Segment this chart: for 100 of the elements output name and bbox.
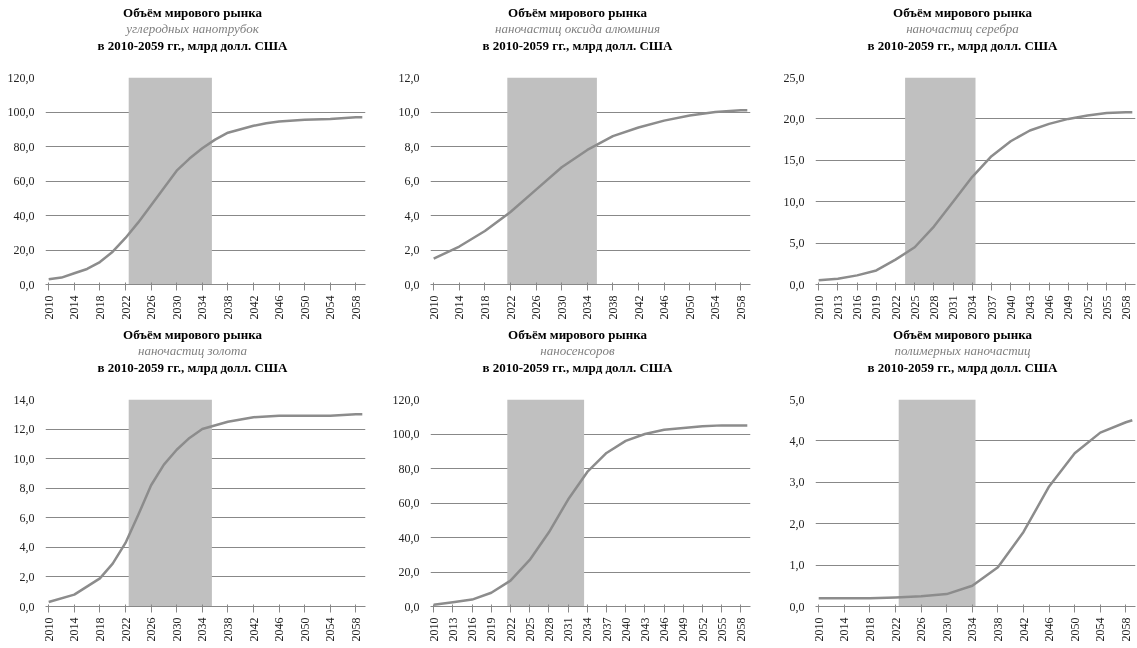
x-tick-label: 2049 [676, 617, 691, 642]
x-tick-label: 2055 [714, 617, 729, 642]
chart-title: Объём мирового рынка [507, 327, 648, 344]
x-tick-label: 2054 [1093, 617, 1108, 642]
y-tick-label: 20,0 [783, 111, 805, 126]
x-tick-label: 2013 [830, 295, 845, 320]
x-tick-label: 2010 [41, 295, 56, 320]
y-tick-label: 1,0 [789, 558, 805, 573]
y-tick-label: 5,0 [789, 392, 805, 407]
y-tick-label: 100,0 [392, 427, 420, 441]
y-tick-label: 10,0 [783, 194, 805, 209]
y-tick-label: 15,0 [783, 153, 805, 168]
x-tick-label: 2034 [965, 295, 980, 320]
x-tick-label: 2037 [599, 617, 614, 642]
x-tick-label: 2058 [1118, 295, 1133, 320]
y-tick-label: 40,0 [13, 208, 35, 223]
x-tick-label: 2054 [708, 295, 723, 320]
y-tick-label: 0,0 [404, 277, 420, 292]
y-tick-label: 5,0 [789, 236, 805, 251]
x-tick-label: 2042 [1016, 617, 1031, 642]
y-tick-label: 8,0 [19, 481, 35, 496]
x-tick-label: 2038 [220, 295, 235, 320]
x-tick-label: 2034 [580, 295, 595, 320]
x-tick-label: 2042 [631, 295, 646, 320]
chart-subtitle: наночастиц оксида алюминия [494, 21, 661, 38]
x-tick-label: 2052 [695, 617, 710, 642]
y-tick-label: 0,0 [789, 599, 805, 614]
chart-title: Объём мирового рынка [122, 5, 263, 22]
x-tick-label: 2019 [484, 617, 499, 642]
y-tick-label: 3,0 [789, 475, 805, 490]
chart-title: Объём мирового рынка [892, 327, 1033, 344]
x-tick-label: 2043 [1022, 295, 1037, 320]
x-tick-label: 2042 [246, 295, 261, 320]
x-tick-label: 2014 [837, 617, 852, 642]
y-tick-label: 12,0 [398, 70, 420, 85]
x-tick-label: 2026 [914, 617, 929, 642]
x-tick-label: 2010 [426, 617, 441, 642]
x-tick-label: 2018 [92, 617, 107, 642]
y-tick-label: 2,0 [404, 243, 420, 257]
x-tick-label: 2046 [1042, 617, 1057, 642]
x-tick-label: 2034 [965, 617, 980, 642]
y-tick-label: 40,0 [398, 530, 420, 545]
y-tick-label: 60,0 [13, 174, 35, 188]
chart-subtitle: наночастиц золота [136, 343, 249, 360]
x-tick-label: 2022 [118, 617, 133, 642]
x-tick-label: 2030 [554, 295, 569, 320]
y-tick-label: 10,0 [398, 105, 420, 119]
x-tick-label: 2014 [67, 617, 82, 642]
y-tick-label: 80,0 [398, 461, 420, 476]
text: в 2010-2059 гг., млрд долл. США [866, 37, 1059, 54]
y-tick-label: 120,0 [7, 70, 35, 85]
x-tick-label: 2030 [939, 617, 954, 642]
y-tick-label: 20,0 [13, 243, 35, 257]
chart-title: Объём мирового рынка [507, 5, 648, 22]
x-tick-label: 2058 [733, 295, 748, 320]
x-tick-label: 2038 [220, 617, 235, 642]
x-tick-label: 2019 [869, 295, 884, 320]
x-tick-label: 2028 [541, 617, 556, 642]
x-tick-label: 2046 [1042, 295, 1057, 320]
x-tick-label: 2010 [811, 617, 826, 642]
x-tick-label: 2018 [477, 295, 492, 320]
x-tick-label: 2030 [169, 295, 184, 320]
x-tick-label: 2050 [297, 617, 312, 642]
x-tick-label: 2040 [1003, 295, 1018, 320]
x-tick-label: 2050 [682, 295, 697, 320]
y-tick-label: 0,0 [19, 599, 35, 614]
x-tick-label: 2058 [733, 617, 748, 642]
y-tick-label: 4,0 [404, 208, 420, 223]
x-tick-label: 2025 [907, 295, 922, 320]
chart-title: Объём мирового рынка [892, 5, 1033, 22]
x-tick-label: 2049 [1061, 295, 1076, 320]
x-tick-label: 2010 [426, 295, 441, 320]
text: в 2010-2059 гг., млрд долл. США [481, 37, 674, 54]
text: в 2010-2059 гг., млрд долл. США [481, 359, 674, 376]
x-tick-label: 2013 [445, 617, 460, 642]
x-tick-label: 2031 [946, 295, 961, 320]
y-tick-label: 8,0 [404, 139, 420, 154]
x-tick-label: 2034 [195, 617, 210, 642]
chart-title: Объём мирового рынка [122, 327, 263, 344]
y-tick-label: 20,0 [398, 565, 420, 579]
y-tick-label: 2,0 [789, 516, 805, 531]
y-tick-label: 0,0 [404, 599, 420, 614]
chart-subtitle: полимерных наночастиц [893, 343, 1032, 360]
x-tick-label: 2031 [561, 617, 576, 642]
chart-subtitle: наночастиц серебра [905, 21, 1020, 38]
x-tick-label: 2054 [323, 295, 338, 320]
x-tick-label: 2038 [605, 295, 620, 320]
y-tick-label: 100,0 [7, 105, 35, 119]
x-tick-label: 2022 [118, 295, 133, 320]
x-tick-label: 2014 [67, 295, 82, 320]
x-tick-label: 2038 [990, 617, 1005, 642]
x-tick-label: 2046 [657, 617, 672, 642]
y-tick-label: 2,0 [19, 569, 35, 584]
x-tick-label: 2022 [888, 617, 903, 642]
text: в 2010-2059 гг., млрд долл. США [866, 359, 1059, 376]
y-tick-label: 120,0 [392, 392, 420, 407]
x-tick-label: 2022 [888, 295, 903, 320]
x-tick-label: 2058 [348, 617, 363, 642]
x-tick-label: 2058 [348, 295, 363, 320]
text: в 2010-2059 гг., млрд долл. США [96, 37, 289, 54]
